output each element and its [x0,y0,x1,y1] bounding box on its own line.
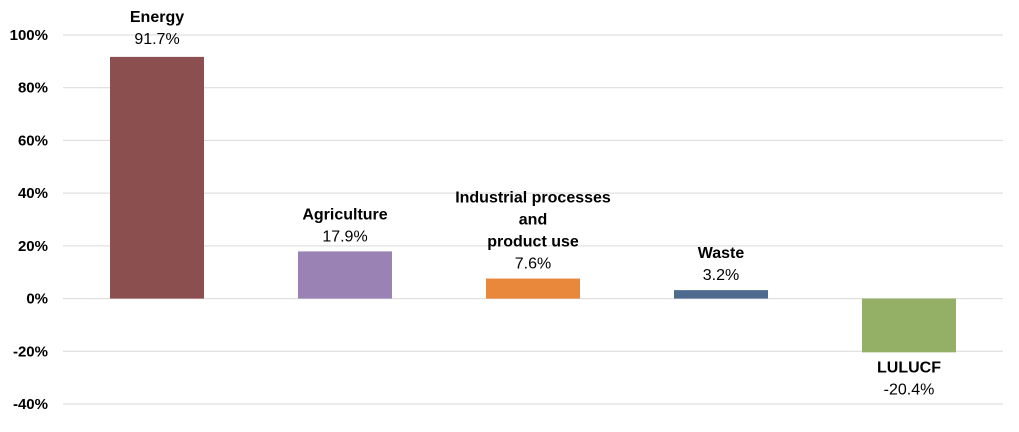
bar-energy [110,56,204,299]
y-axis-ticks: 100% 80% 60% 40% 20% 0% -20% -40% [10,27,48,413]
category-label: Agriculture [302,206,387,223]
y-tick-label: 40% [18,185,48,202]
bar-industrial-processes-and-product-use [486,278,580,299]
value-label: 17.9% [322,228,367,245]
bar-agriculture [298,251,392,299]
category-label: and [519,212,547,229]
value-label: 3.2% [703,267,739,284]
value-label: 7.6% [515,256,551,273]
category-label: Industrial processes [455,190,611,207]
bar-waste [674,290,768,299]
y-tick-label: 100% [10,27,48,44]
category-label: product use [487,234,579,251]
y-tick-label: -20% [13,343,48,360]
category-label: Energy [130,9,184,26]
y-tick-label: 80% [18,80,48,97]
y-tick-label: 20% [18,238,48,255]
bars [110,56,956,353]
y-tick-label: -40% [13,396,48,413]
category-label: Waste [698,245,745,262]
y-tick-label: 0% [26,291,48,308]
bar-labels: Energy 91.7% Agriculture 17.9% Industrial pr… [130,9,941,398]
y-tick-label: 60% [18,132,48,149]
bar-lulucf [862,298,956,353]
value-label: -20.4% [884,381,935,398]
value-label: 91.7% [134,31,179,48]
category-label: LULUCF [877,359,941,376]
